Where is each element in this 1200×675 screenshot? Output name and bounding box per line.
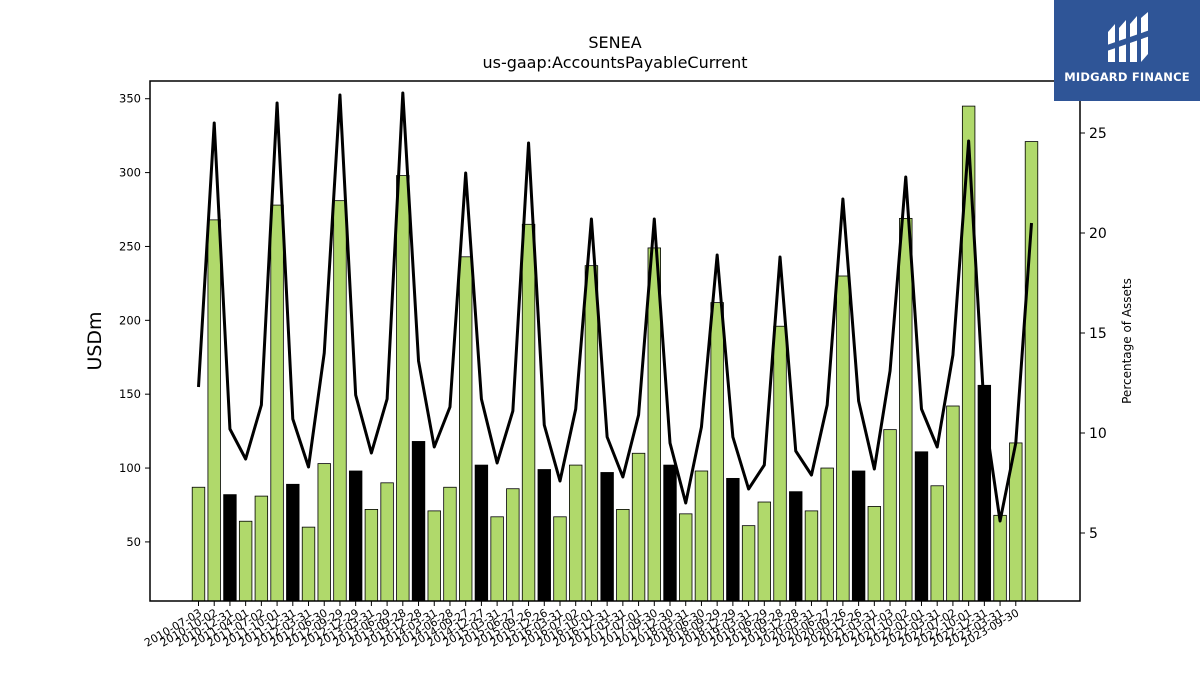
bar — [333, 200, 347, 602]
y2-tick-label: 5 — [1089, 526, 1098, 542]
bar — [930, 485, 944, 602]
bar — [679, 513, 693, 602]
bar — [584, 265, 599, 602]
bar — [348, 470, 363, 602]
bar — [804, 510, 819, 602]
bar — [867, 506, 882, 602]
bar — [317, 463, 331, 602]
bar — [380, 482, 394, 602]
bar — [631, 452, 646, 602]
y-axis-ticks: 50 100 150 200 250 300 350 — [119, 92, 150, 549]
y-tick-label: 250 — [119, 239, 141, 253]
bar — [537, 469, 551, 602]
bar — [569, 464, 583, 602]
bar — [286, 483, 300, 602]
bar — [820, 467, 834, 602]
x-axis-ticks: 2010-07-032010-10-022010-12-312011-04-01… — [142, 601, 1021, 650]
bar — [207, 219, 221, 602]
y2-tick-label: 10 — [1089, 426, 1107, 442]
bar — [553, 516, 567, 602]
y2-axis-label: Percentage of Assets — [1120, 278, 1134, 404]
bar — [899, 217, 913, 602]
bar — [616, 509, 630, 602]
bar — [490, 516, 504, 602]
y2-tick-label: 25 — [1089, 126, 1107, 142]
bar — [773, 325, 787, 602]
bar — [427, 510, 441, 602]
bar — [474, 464, 489, 602]
bar — [741, 525, 756, 602]
chart-title: SENEA — [588, 33, 641, 52]
y-axis-label: USDm — [84, 311, 106, 370]
bar — [506, 488, 520, 602]
y2-tick-label: 20 — [1089, 226, 1107, 242]
bar — [411, 441, 426, 602]
bar — [789, 491, 803, 602]
y-tick-label: 350 — [119, 92, 141, 106]
bar — [521, 223, 536, 602]
y-tick-label: 200 — [119, 313, 141, 327]
bar — [191, 486, 206, 602]
bar — [851, 470, 866, 602]
y-tick-label: 100 — [119, 461, 141, 475]
bar — [443, 486, 457, 602]
bar — [238, 520, 253, 602]
bar — [396, 175, 410, 602]
brand-name: MIDGARD FINANCE — [1064, 70, 1190, 84]
y-tick-label: 150 — [119, 387, 141, 401]
bar — [254, 495, 269, 602]
bar — [914, 451, 929, 602]
bar — [301, 526, 316, 602]
bars-group — [191, 105, 1039, 602]
chart-subtitle: us-gaap:AccountsPayableCurrent — [482, 53, 747, 72]
line-group — [197, 91, 1033, 523]
plot-frame — [149, 80, 1081, 602]
series-line — [197, 91, 1033, 523]
brand-logo: MIDGARD FINANCE — [1054, 0, 1200, 101]
bar — [270, 204, 284, 602]
bar — [946, 405, 960, 602]
bar — [1024, 141, 1039, 602]
bar — [757, 501, 771, 602]
bar — [993, 514, 1007, 602]
y2-tick-label: 15 — [1089, 326, 1107, 342]
bar — [663, 464, 677, 602]
y-tick-label: 300 — [119, 166, 141, 180]
bar — [883, 429, 897, 602]
bar — [961, 105, 976, 602]
bar — [600, 472, 614, 602]
bar — [458, 256, 473, 602]
bar — [694, 470, 709, 602]
bar — [836, 275, 850, 602]
bar — [223, 494, 237, 602]
midgard-logo-icon — [1104, 12, 1150, 62]
y-tick-label: 50 — [126, 535, 141, 549]
bar — [710, 302, 724, 602]
bar — [364, 509, 379, 602]
y2-axis-ticks: 5 10 15 20 25 — [1080, 126, 1107, 542]
bar — [726, 477, 740, 602]
